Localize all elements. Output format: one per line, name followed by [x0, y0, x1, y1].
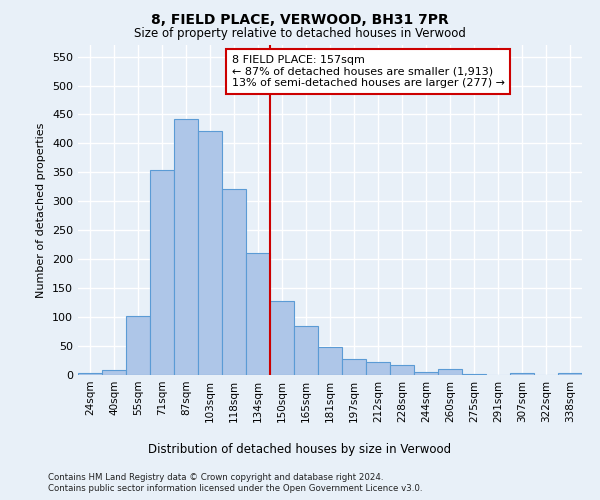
Text: Contains public sector information licensed under the Open Government Licence v3: Contains public sector information licen…	[48, 484, 422, 493]
Text: 8, FIELD PLACE, VERWOOD, BH31 7PR: 8, FIELD PLACE, VERWOOD, BH31 7PR	[151, 12, 449, 26]
Text: Distribution of detached houses by size in Verwood: Distribution of detached houses by size …	[148, 442, 452, 456]
Bar	[78, 374, 102, 375]
Bar	[366, 362, 390, 375]
Bar	[438, 369, 462, 375]
Bar	[318, 347, 342, 375]
Bar	[390, 364, 414, 375]
Bar	[246, 254, 270, 375]
Bar	[126, 316, 150, 375]
Bar	[102, 370, 126, 375]
Bar	[342, 360, 366, 375]
Bar	[510, 374, 534, 375]
Bar	[414, 372, 438, 375]
Bar	[558, 374, 582, 375]
Text: Contains HM Land Registry data © Crown copyright and database right 2024.: Contains HM Land Registry data © Crown c…	[48, 472, 383, 482]
Bar	[150, 170, 174, 375]
Y-axis label: Number of detached properties: Number of detached properties	[37, 122, 46, 298]
Bar	[294, 326, 318, 375]
Bar	[462, 374, 486, 375]
Bar	[222, 189, 246, 375]
Bar	[174, 118, 198, 375]
Text: Size of property relative to detached houses in Verwood: Size of property relative to detached ho…	[134, 28, 466, 40]
Bar	[198, 132, 222, 375]
Text: 8 FIELD PLACE: 157sqm
← 87% of detached houses are smaller (1,913)
13% of semi-d: 8 FIELD PLACE: 157sqm ← 87% of detached …	[232, 55, 505, 88]
Bar	[270, 301, 294, 375]
